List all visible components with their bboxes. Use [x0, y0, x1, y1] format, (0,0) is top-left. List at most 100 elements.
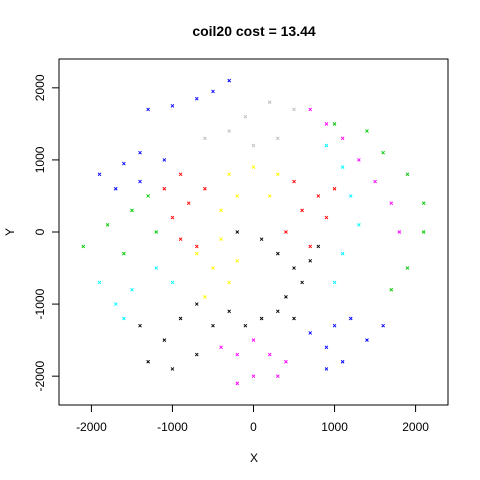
data-point [340, 251, 345, 256]
x-axis: -2000 -1000 0 1000 2000 [76, 404, 429, 434]
data-point [251, 165, 256, 169]
data-point [235, 259, 240, 263]
data-point [275, 251, 280, 256]
data-point [332, 186, 337, 191]
data-point [292, 266, 296, 270]
data-point [357, 222, 361, 227]
data-point [308, 107, 313, 112]
y-tick-label: -2000 [33, 361, 47, 392]
data-point [138, 179, 142, 184]
data-point [340, 136, 345, 141]
data-point [203, 186, 207, 191]
data-point [235, 352, 240, 357]
data-point [178, 172, 183, 177]
data-point [227, 129, 232, 133]
data-point [81, 244, 86, 249]
data-point [203, 136, 207, 141]
data-point [381, 323, 385, 328]
data-point [316, 194, 321, 198]
data-point [194, 251, 199, 256]
data-point [162, 338, 167, 342]
data-point [170, 104, 175, 108]
data-point [421, 201, 426, 205]
data-point [122, 161, 126, 166]
data-point [324, 215, 329, 220]
data-point [130, 208, 134, 213]
data-point [292, 107, 296, 112]
data-point [243, 323, 248, 328]
data-point [227, 309, 232, 314]
data-point [235, 381, 240, 386]
data-point [365, 338, 369, 342]
x-tick-label: 2000 [402, 420, 429, 434]
data-point [275, 309, 280, 314]
data-point [178, 316, 183, 321]
data-point [170, 280, 175, 285]
data-point [348, 194, 353, 198]
data-point [162, 158, 167, 162]
data-point [267, 194, 272, 198]
data-point [405, 266, 410, 270]
data-point [365, 129, 369, 133]
data-point [235, 230, 240, 234]
data-point [219, 237, 223, 242]
data-point [97, 280, 102, 285]
y-tick-label: -1000 [33, 288, 47, 319]
data-point [300, 208, 304, 213]
data-point [130, 287, 134, 292]
data-point [292, 179, 296, 184]
y-tick-label: 1000 [33, 146, 47, 173]
y-axis: -2000 -1000 0 1000 2000 [33, 74, 60, 392]
data-point [308, 331, 313, 335]
data-point [97, 172, 102, 177]
y-tick-label: 2000 [33, 74, 47, 101]
data-point [170, 215, 175, 220]
data-point [219, 345, 223, 350]
data-point [251, 338, 256, 342]
x-tick-label: 1000 [321, 420, 348, 434]
data-point [146, 359, 150, 364]
x-axis-label: X [250, 451, 258, 465]
data-point [203, 295, 207, 299]
data-point [138, 150, 142, 155]
data-point [389, 201, 394, 205]
data-point [211, 89, 215, 94]
data-point [259, 316, 264, 321]
data-point [324, 367, 329, 371]
data-point [194, 302, 199, 306]
data-point [348, 316, 353, 321]
data-point [397, 230, 402, 234]
data-point [122, 316, 126, 321]
data-point [308, 259, 313, 263]
data-point [178, 237, 183, 242]
data-point [194, 352, 199, 357]
data-point [194, 244, 199, 249]
data-point [275, 172, 280, 177]
data-point [194, 96, 199, 101]
data-point [332, 280, 337, 285]
data-point [275, 374, 280, 378]
data-point [235, 194, 240, 198]
data-point [340, 359, 345, 364]
data-point [340, 165, 345, 169]
data-point [105, 222, 110, 227]
data-point [421, 230, 426, 234]
data-point [211, 266, 215, 270]
data-point [267, 100, 272, 105]
data-point [292, 316, 296, 321]
data-point [227, 78, 232, 83]
data-point [405, 172, 410, 177]
data-point [284, 295, 288, 299]
x-tick-label: -1000 [157, 420, 188, 434]
data-point [113, 302, 118, 306]
data-points [81, 78, 426, 386]
data-point [284, 230, 288, 234]
data-point [324, 143, 329, 148]
data-point [146, 107, 150, 112]
data-point [357, 158, 361, 162]
data-point [170, 367, 175, 371]
data-point [259, 237, 264, 242]
data-point [251, 143, 256, 148]
data-point [243, 114, 248, 119]
